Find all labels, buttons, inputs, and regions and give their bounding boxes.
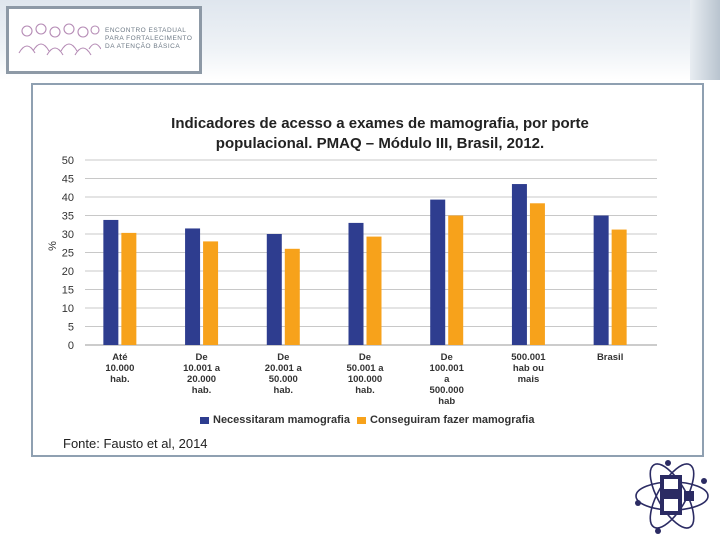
y-tick-label: 40 xyxy=(62,192,74,204)
bar-necessitaram xyxy=(185,228,201,345)
logo-line-3: DA ATENÇÃO BÁSICA xyxy=(105,43,181,50)
bar-necessitaram xyxy=(103,219,119,345)
y-tick-label: 35 xyxy=(62,211,74,223)
y-tick-label: 0 xyxy=(68,340,74,352)
y-tick-label: 10 xyxy=(62,303,74,315)
x-tick-label: 20.000 xyxy=(187,374,216,385)
x-tick-label: De xyxy=(195,352,207,363)
bar-necessitaram xyxy=(348,222,364,345)
bar-conseguiram xyxy=(366,236,382,345)
x-tick-label: Até xyxy=(112,352,127,363)
event-logo: ENCONTRO ESTADUAL PARA FORTALECIMENTO DA… xyxy=(6,6,202,74)
x-tick-label: hab. xyxy=(355,385,375,396)
bar-conseguiram xyxy=(448,215,464,345)
x-tick-label: hab. xyxy=(110,374,130,385)
x-tick-label: De xyxy=(277,352,289,363)
legend-label-conseguiram: Conseguiram fazer mamografia xyxy=(370,414,535,426)
x-tick-label: hab. xyxy=(192,385,212,396)
logo-line-1: ENCONTRO ESTADUAL xyxy=(105,27,187,34)
people-figures-icon xyxy=(18,23,101,56)
x-tick-label: hab ou xyxy=(513,363,544,374)
x-tick-label: De xyxy=(359,352,371,363)
x-tick-label: hab xyxy=(438,396,455,407)
x-tick-label: mais xyxy=(518,374,540,385)
x-tick-label: 20.001 a xyxy=(265,363,303,374)
bar-necessitaram xyxy=(430,199,446,345)
legend-swatch-necessitaram xyxy=(200,416,209,424)
x-tick-label: 100.001 xyxy=(430,363,465,374)
y-tick-label: 50 xyxy=(62,155,74,167)
university-emblem-icon xyxy=(635,460,709,534)
chart-title-line-1: Indicadores de acesso a exames de mamogr… xyxy=(171,115,589,132)
bar-conseguiram xyxy=(121,232,137,345)
y-tick-label: 5 xyxy=(68,322,74,334)
y-tick-label: 20 xyxy=(62,266,74,278)
x-tick-label: a xyxy=(444,374,450,385)
legend-swatch-conseguiram xyxy=(357,416,366,424)
bar-conseguiram xyxy=(611,229,627,345)
x-tick-label: 500.001 xyxy=(511,352,546,363)
x-tick-label: Brasil xyxy=(597,352,623,363)
bar-conseguiram xyxy=(284,248,300,345)
x-tick-label: 10.000 xyxy=(105,363,134,374)
bar-conseguiram xyxy=(529,203,545,345)
x-tick-label: De xyxy=(441,352,453,363)
x-tick-label: 500.000 xyxy=(430,385,464,396)
bar-necessitaram xyxy=(511,184,527,345)
logo-line-2: PARA FORTALECIMENTO xyxy=(105,35,193,42)
chart-title-line-2: populacional. PMAQ – Módulo III, Brasil,… xyxy=(215,135,545,152)
x-tick-label: 50.001 a xyxy=(347,363,385,374)
bar-necessitaram xyxy=(266,234,282,345)
header-right-stripe xyxy=(690,0,720,80)
y-tick-label: 15 xyxy=(62,285,74,297)
source-note: Fonte: Fausto et al, 2014 xyxy=(63,436,208,451)
legend-item-necessitaram: Necessitaram mamografia xyxy=(200,414,350,426)
chart-title: Indicadores de acesso a exames de mamogr… xyxy=(110,114,650,154)
bar-conseguiram xyxy=(203,241,219,345)
x-tick-label: 100.000 xyxy=(348,374,382,385)
event-logo-text: ENCONTRO ESTADUAL PARA FORTALECIMENTO DA… xyxy=(105,27,192,51)
y-tick-label: 25 xyxy=(62,248,74,260)
bar-necessitaram xyxy=(593,215,609,345)
y-tick-label: 30 xyxy=(62,229,74,241)
legend-label-necessitaram: Necessitaram mamografia xyxy=(213,414,350,426)
x-tick-label: 10.001 a xyxy=(183,363,221,374)
x-tick-label: 50.000 xyxy=(269,374,298,385)
y-tick-label: 45 xyxy=(62,174,74,186)
x-tick-label: hab. xyxy=(274,385,294,396)
legend-item-conseguiram: Conseguiram fazer mamografia xyxy=(357,414,534,426)
